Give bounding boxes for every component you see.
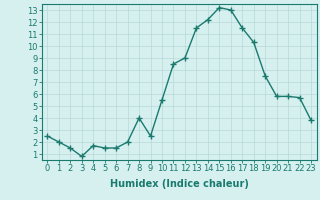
X-axis label: Humidex (Indice chaleur): Humidex (Indice chaleur) [110, 179, 249, 189]
